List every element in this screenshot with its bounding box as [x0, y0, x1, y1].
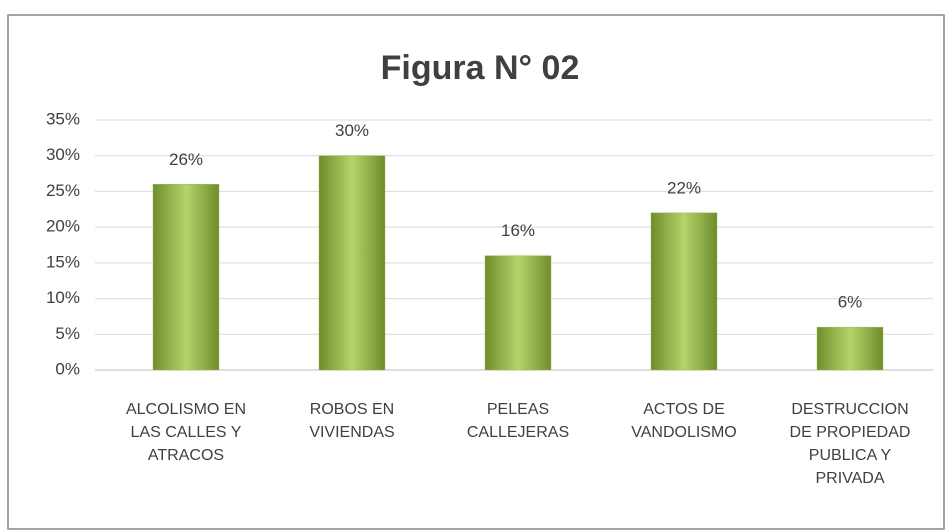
data-label: 16%: [501, 221, 535, 240]
y-tick-label: 20%: [46, 217, 80, 236]
bar: [484, 255, 552, 371]
y-tick-label: 15%: [46, 252, 80, 271]
data-label: 30%: [335, 121, 369, 140]
y-tick-label: 35%: [46, 109, 80, 128]
y-tick-label: 25%: [46, 181, 80, 200]
bar: [816, 326, 884, 371]
x-tick-label: DESTRUCCION DE PROPIEDAD PUBLICA Y PRIVA…: [789, 401, 911, 487]
x-tick-label: ROBOS EN VIVIENDAS: [309, 401, 395, 441]
x-tick-label: ACTOS DE VANDOLISMO: [631, 401, 737, 441]
data-label: 6%: [838, 293, 863, 312]
y-tick-label: 0%: [55, 359, 80, 378]
data-label: 26%: [169, 150, 203, 169]
chart-title: Figura N° 02: [381, 49, 580, 87]
x-tick-label: PELEAS CALLEJERAS: [466, 401, 570, 441]
y-tick-label: 5%: [55, 324, 80, 343]
bar: [650, 212, 718, 371]
bar: [152, 184, 220, 371]
bar: [318, 155, 386, 371]
y-tick-label: 30%: [46, 145, 80, 164]
x-tick-label: ALCOLISMO EN LAS CALLES Y ATRACOS: [125, 401, 247, 464]
data-label: 22%: [667, 178, 701, 197]
y-tick-label: 10%: [46, 288, 80, 307]
